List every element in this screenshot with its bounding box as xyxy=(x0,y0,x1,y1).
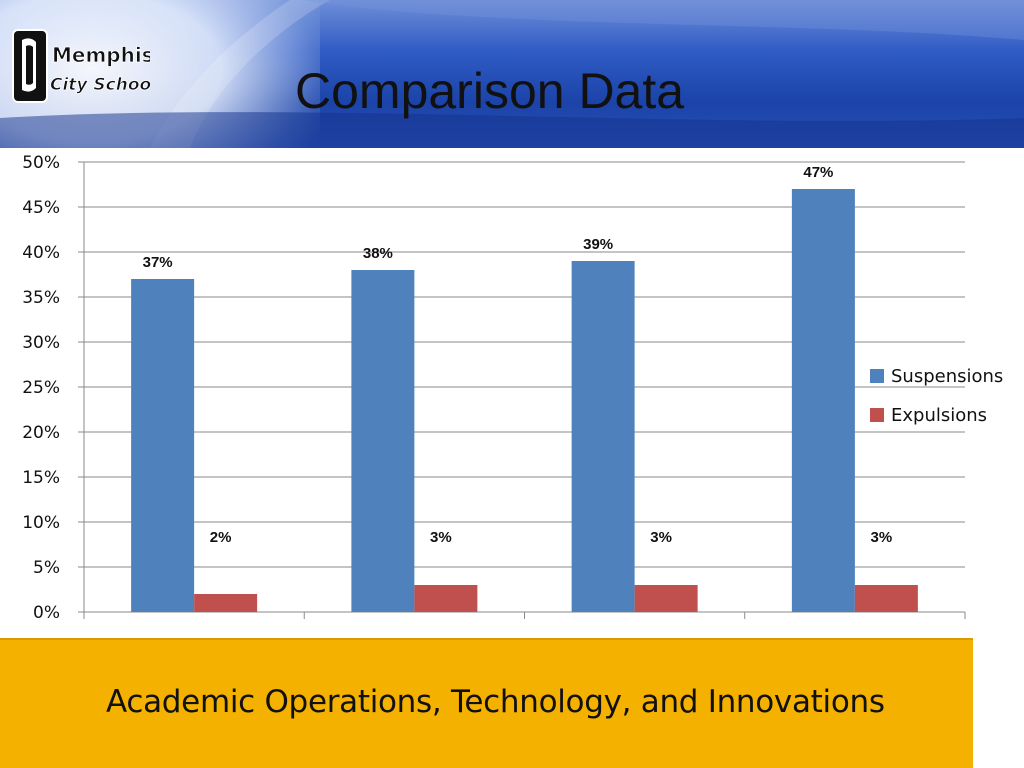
memphis-city-schools-logo: Memphis City Schools xyxy=(10,24,168,108)
comparison-bar-chart: 0%5%10%15%20%25%30%35%40%45%50%06-0737%2… xyxy=(22,153,966,657)
y-tick-label-1: 5% xyxy=(33,558,60,578)
legend-label-expulsions: Expulsions xyxy=(891,404,988,426)
bar-expulsions-1 xyxy=(414,585,478,612)
legend-item-suspensions: Suspensions xyxy=(870,365,1004,387)
chart-legend: Suspensions Expulsions xyxy=(870,366,1003,444)
bar-suspensions-0 xyxy=(131,279,195,612)
logo-text-memphis: Memphis xyxy=(52,43,150,67)
legend-swatch-suspensions xyxy=(870,369,884,383)
y-tick-label-4: 20% xyxy=(22,423,60,443)
y-tick-label-5: 25% xyxy=(22,378,60,398)
legend-label-suspensions: Suspensions xyxy=(891,365,1004,387)
legend-swatch-expulsions xyxy=(870,408,884,422)
header-swoosh xyxy=(0,0,1024,148)
data-label-suspensions-2: 39% xyxy=(583,236,613,253)
data-label-expulsions-0: 2% xyxy=(210,529,232,546)
logo-text-city-schools: City Schools xyxy=(50,75,150,95)
data-label-expulsions-1: 3% xyxy=(430,529,452,546)
bar-expulsions-3 xyxy=(854,585,918,612)
footer-right-strip xyxy=(973,638,1024,768)
slide-title: Comparison Data xyxy=(295,63,685,119)
legend-item-expulsions: Expulsions xyxy=(870,404,1003,426)
footer-text: Academic Operations, Technology, and Inn… xyxy=(106,684,885,720)
data-label-suspensions-3: 47% xyxy=(803,164,833,181)
data-label-suspensions-1: 38% xyxy=(363,245,393,262)
y-tick-label-10: 50% xyxy=(22,153,60,173)
bar-suspensions-3 xyxy=(791,189,855,612)
y-tick-label-3: 15% xyxy=(22,468,60,488)
y-tick-label-8: 40% xyxy=(22,243,60,263)
footer-band xyxy=(0,638,973,768)
y-tick-label-6: 30% xyxy=(22,333,60,353)
data-label-expulsions-3: 3% xyxy=(871,529,893,546)
bar-expulsions-0 xyxy=(194,594,258,612)
data-label-suspensions-0: 37% xyxy=(143,254,173,271)
bar-expulsions-2 xyxy=(634,585,698,612)
bar-suspensions-2 xyxy=(571,261,635,612)
bar-suspensions-1 xyxy=(351,270,415,612)
y-tick-label-9: 45% xyxy=(22,198,60,218)
y-tick-label-7: 35% xyxy=(22,288,60,308)
y-tick-label-0: 0% xyxy=(33,603,60,623)
y-tick-label-2: 10% xyxy=(22,513,60,533)
header-banner: Memphis City Schools Comparison Data xyxy=(0,0,1024,148)
data-label-expulsions-2: 3% xyxy=(650,529,672,546)
